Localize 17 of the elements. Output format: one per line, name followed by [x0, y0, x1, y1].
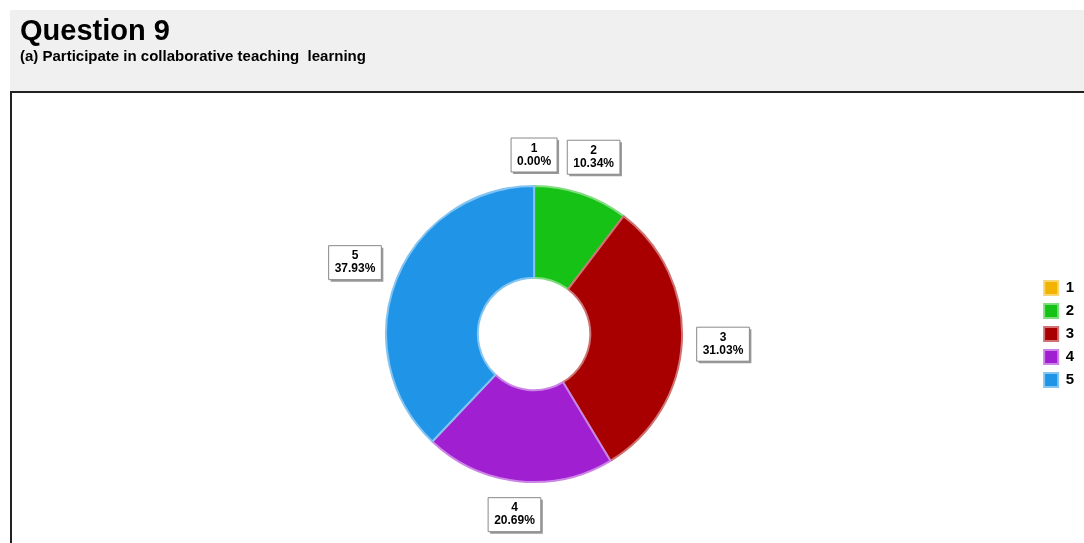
text: Question 9 [20, 14, 170, 46]
slice-label: 5 [351, 248, 359, 263]
legend-label: 5 [1065, 370, 1074, 388]
slice-label: 3 [719, 330, 727, 344]
data-label: 37.93% [334, 261, 376, 276]
slice-label: 4 [511, 500, 519, 515]
category-label: 1 [530, 140, 538, 155]
text: 0.00% [517, 153, 552, 168]
data-label: 20.69% [494, 513, 536, 528]
legend-label: 3 [1065, 324, 1074, 342]
data-label: 10.34% [573, 156, 615, 171]
slice-label: 2 [590, 143, 598, 158]
data-label: 31.03% [702, 343, 744, 357]
legend-label: 1 [1065, 278, 1074, 296]
text: (a) Participate in collaborative teaching learning [20, 47, 366, 65]
legend-label: 2 [1065, 301, 1074, 319]
legend-label: 4 [1065, 347, 1075, 365]
